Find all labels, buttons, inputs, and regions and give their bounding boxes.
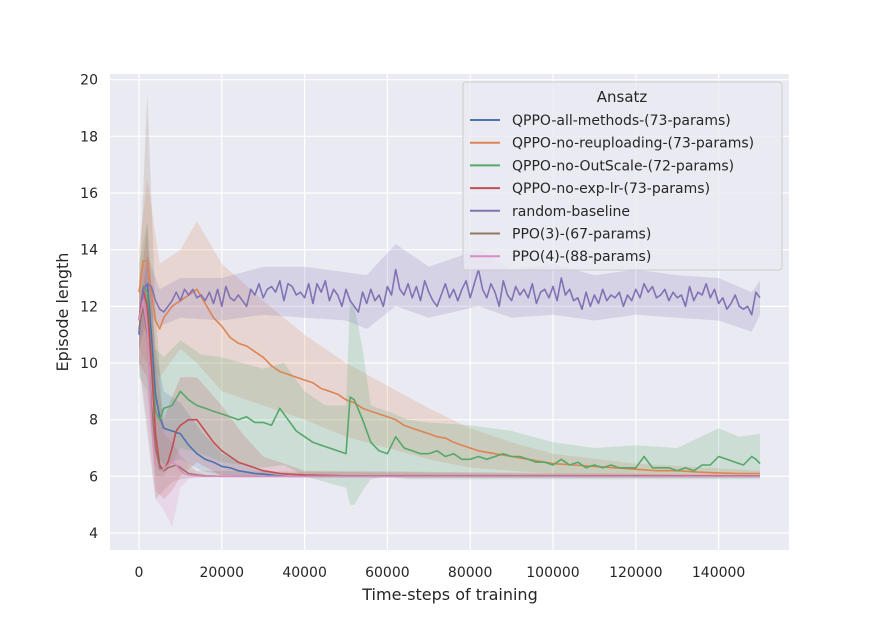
series-line-qppo-no-outscale-72-params [138, 285, 761, 472]
legend-label-ppo-3-67-params: PPO(3)-(67-params) [512, 227, 651, 243]
x-tick-label-1: 20000 [200, 565, 245, 581]
band-qppo-all-methods-73-params [139, 255, 760, 477]
y-tick-label-3: 10 [80, 356, 98, 372]
y-tick-label-6: 16 [80, 186, 98, 202]
y-tick-label-2: 8 [89, 413, 98, 429]
y-tick-label-4: 12 [80, 299, 98, 315]
legend-title: Ansatz [597, 88, 648, 106]
x-tick-label-2: 40000 [282, 565, 327, 581]
y-tick-label-5: 14 [80, 243, 98, 259]
x-tick-label-7: 140000 [692, 565, 745, 581]
legend-label-random-baseline: random-baseline [512, 204, 630, 220]
legend-label-qppo-no-reuploading-73-params: QPPO-no-reuploading-(73-params) [512, 136, 754, 152]
y-tick-label-0: 4 [89, 526, 98, 542]
x-axis-ticks: 0 20000 40000 60000 80000 100000 120000 140000 [135, 565, 746, 581]
series-line-random-baseline [138, 268, 761, 332]
x-tick-label-3: 60000 [365, 565, 410, 581]
series-line-ppo-4-88-params [138, 299, 760, 478]
y-tick-label-7: 18 [80, 129, 98, 145]
band-qppo-no-outscale-72-params [139, 221, 760, 505]
x-tick-label-6: 120000 [609, 565, 662, 581]
y-axis-label: Episode length [53, 253, 72, 372]
legend-label-qppo-no-exp-lr-73-params: QPPO-no-exp-lr-(73-params) [512, 181, 710, 197]
x-tick-label-5: 100000 [526, 565, 579, 581]
legend: Ansatz QPPO-all-methods-(73-params)QPPO-… [462, 81, 783, 271]
legend-label-qppo-all-methods-73-params: QPPO-all-methods-(73-params) [512, 113, 731, 129]
x-tick-label-4: 80000 [448, 565, 493, 581]
x-axis-label: Time-steps of training [361, 585, 537, 604]
band-qppo-no-reuploading-73-params [139, 178, 760, 477]
y-tick-label-8: 20 [80, 73, 98, 89]
y-axis-ticks: 4 6 8 10 12 14 16 18 20 [80, 73, 98, 542]
series-lines [138, 260, 761, 478]
legend-label-ppo-4-88-params: PPO(4)-(88-params) [512, 249, 651, 265]
legend-box [462, 81, 783, 271]
legend-items: QPPO-all-methods-(73-params) QPPO-no-reup… [470, 113, 754, 265]
legend-label-qppo-no-outscale-72-params: QPPO-no-OutScale-(72-params) [512, 158, 734, 174]
x-tick-label-0: 0 [135, 565, 144, 581]
y-tick-label-1: 6 [89, 469, 98, 485]
